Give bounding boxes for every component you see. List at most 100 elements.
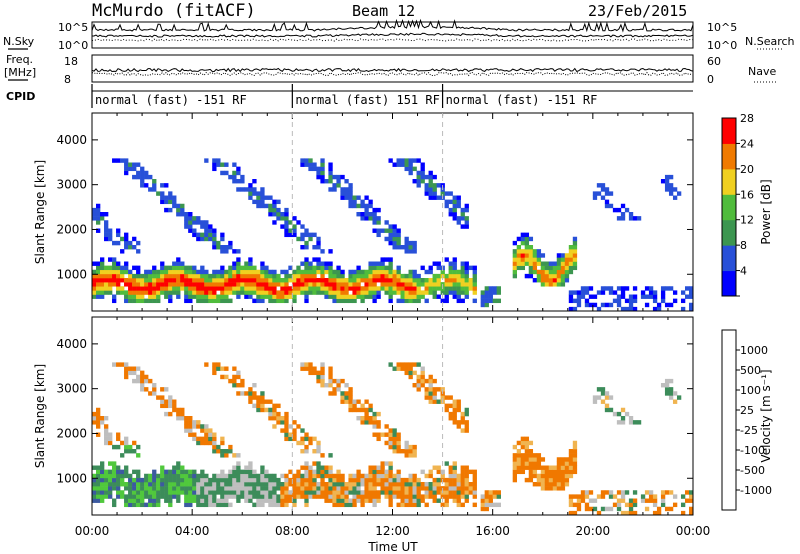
power-cell — [204, 290, 209, 295]
power-cell — [436, 265, 441, 271]
velocity-cell — [136, 473, 141, 479]
velocity-cell — [260, 486, 265, 491]
velocity-cell — [156, 490, 161, 495]
velocity-cell — [620, 490, 626, 495]
power-cell — [460, 298, 465, 304]
power-cell — [460, 286, 465, 291]
power-cell — [620, 203, 626, 209]
power-cell — [408, 269, 413, 275]
power-cell — [168, 282, 173, 287]
power-cell — [452, 199, 457, 205]
velocity-cell — [624, 411, 630, 417]
power-cell — [648, 294, 654, 299]
power-cell — [388, 265, 393, 271]
power-cell — [200, 224, 205, 229]
power-cell — [332, 298, 337, 304]
power-cell — [512, 273, 518, 279]
power-cell — [272, 282, 277, 287]
power-cell — [572, 298, 578, 304]
power-cell — [452, 216, 457, 221]
velocity-cell — [320, 362, 325, 367]
power-cell — [684, 286, 690, 291]
power-cell — [536, 249, 542, 254]
power-cell — [488, 294, 493, 299]
power-cell — [152, 286, 157, 291]
power-cell — [184, 273, 189, 279]
power-cell — [164, 286, 169, 291]
velocity-cell — [212, 490, 217, 495]
power-cell — [452, 282, 457, 287]
power-cell — [264, 195, 269, 200]
velocity-cell — [100, 486, 105, 491]
power-cell — [384, 220, 389, 225]
power-cell — [632, 306, 638, 312]
velocity-cell — [300, 362, 305, 367]
velocity-cell — [352, 490, 357, 495]
velocity-cell — [304, 473, 309, 479]
velocity-cell — [112, 477, 117, 483]
velocity-cell — [576, 502, 582, 508]
velocity-cell — [192, 420, 197, 425]
power-cell — [344, 187, 349, 192]
velocity-cell — [552, 477, 558, 483]
velocity-cell — [540, 469, 546, 475]
velocity-cell — [264, 469, 269, 475]
power-cell — [152, 187, 157, 192]
power-cell — [252, 269, 257, 275]
power-cell — [248, 294, 253, 299]
velocity-cell — [460, 416, 465, 421]
velocity-cell — [300, 482, 305, 487]
power-cell — [604, 203, 610, 209]
freq-label: Freq. — [6, 53, 33, 66]
power-cell — [172, 269, 177, 275]
velocity-cell — [412, 498, 417, 503]
velocity-cell — [96, 407, 101, 413]
power-cell — [392, 245, 397, 250]
power-cell — [192, 282, 197, 287]
power-cell — [428, 170, 433, 176]
power-cell — [608, 302, 614, 308]
velocity-cell — [188, 469, 193, 475]
velocity-cell — [468, 486, 473, 491]
power-cell — [396, 228, 401, 233]
power-cell — [380, 278, 385, 283]
velocity-cell — [596, 510, 602, 516]
power-cell — [324, 269, 329, 275]
power-cell — [352, 294, 357, 299]
velocity-cell — [652, 498, 658, 503]
velocity-cell — [296, 469, 301, 475]
velocity-cell — [448, 469, 453, 475]
power-cell — [216, 245, 221, 250]
velocity-cell — [292, 428, 297, 433]
velocity-cell — [124, 444, 129, 450]
power-cell — [208, 278, 213, 283]
velocity-cell — [464, 473, 469, 479]
velocity-cell — [424, 473, 429, 479]
velocity-cell — [284, 432, 289, 437]
velocity-cell — [320, 494, 325, 499]
velocity-cell — [120, 482, 125, 487]
colorbar-tick-label: 24 — [740, 137, 754, 150]
velocity-cell — [308, 436, 313, 442]
velocity-cell — [388, 498, 393, 503]
power-cell — [300, 224, 305, 229]
velocity-cell — [248, 465, 253, 470]
velocity-cell — [540, 473, 546, 479]
velocity-cell — [112, 465, 117, 470]
velocity-cell — [300, 477, 305, 483]
velocity-cell — [464, 424, 469, 429]
power-cell — [428, 286, 433, 291]
power-cell — [404, 294, 409, 299]
velocity-cell — [172, 477, 177, 483]
velocity-cell — [412, 494, 417, 499]
power-cell — [384, 228, 389, 233]
velocity-cell — [556, 469, 562, 475]
power-cell — [260, 199, 265, 205]
velocity-cell — [188, 482, 193, 487]
velocity-cell — [340, 490, 345, 495]
velocity-cell — [368, 477, 373, 483]
power-cell — [644, 294, 650, 299]
power-cell — [408, 286, 413, 291]
power-cell — [660, 298, 666, 304]
velocity-cell — [340, 486, 345, 491]
